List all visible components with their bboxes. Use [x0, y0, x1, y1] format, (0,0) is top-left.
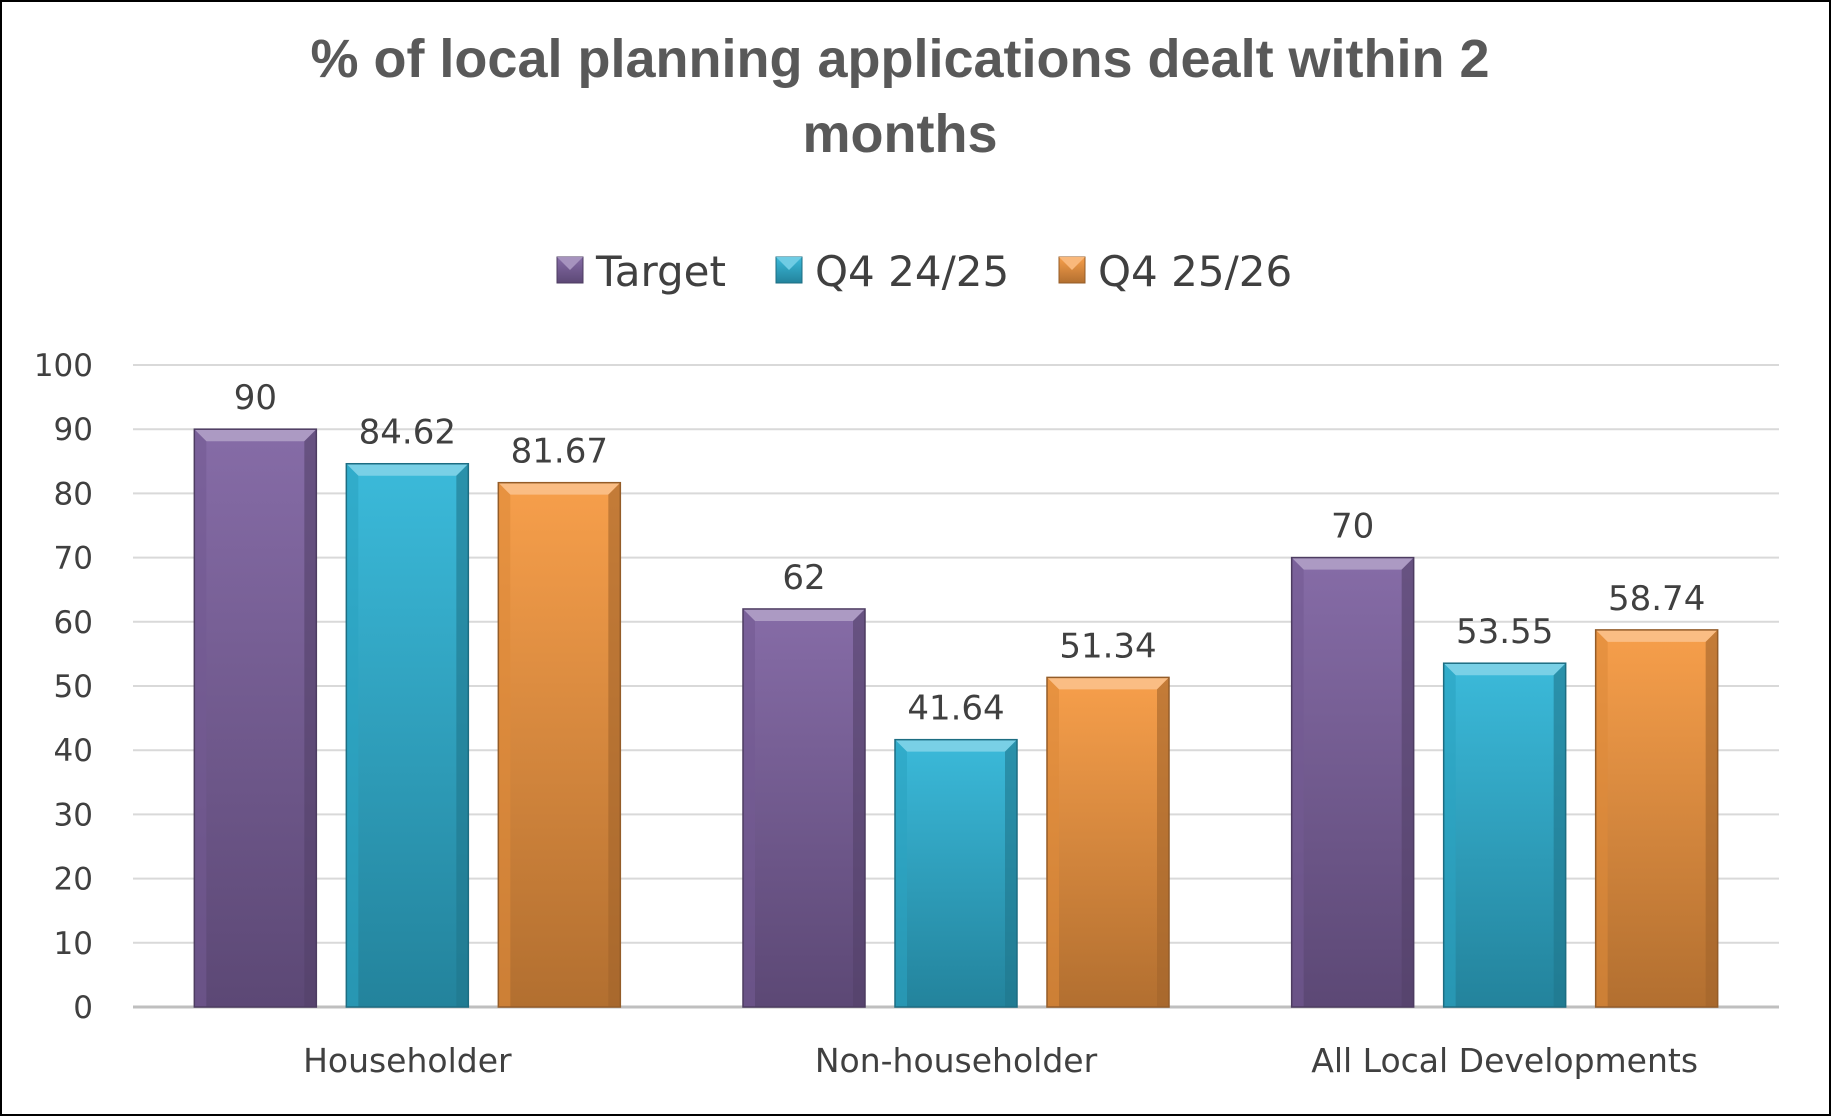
x-axis: Householder Non-householder All Local Deve…: [303, 1041, 1698, 1080]
legend-label: Target: [595, 247, 726, 296]
bar-target-non-householder: [742, 608, 866, 1008]
x-category-label: All Local Developments: [1311, 1041, 1698, 1080]
y-tick-label: 10: [54, 926, 93, 962]
data-labels: 90 84.62 81.67 62 41.64 51.34 70 53.55 58.74: [234, 378, 1706, 728]
chart-title: % of local planning applications dealt w…: [310, 29, 1489, 164]
data-label: 53.55: [1456, 612, 1553, 652]
data-label: 41.64: [907, 689, 1004, 729]
data-label: 51.34: [1059, 626, 1156, 666]
y-tick-label: 80: [54, 476, 93, 512]
x-category-label: Non-householder: [815, 1041, 1098, 1080]
bars: [193, 428, 1719, 1008]
bar-q4-24-25-householder: [345, 462, 470, 1008]
bar-q4-25-26-householder: [497, 481, 622, 1008]
legend-item-q4-24-25: Q4 24/25: [775, 247, 1009, 296]
y-tick-label: 40: [54, 733, 93, 769]
y-tick-label: 20: [54, 862, 93, 898]
y-tick-label: 0: [73, 990, 93, 1026]
chart-title-line-2: months: [803, 104, 998, 164]
legend-label: Q4 24/25: [815, 247, 1009, 296]
data-label: 70: [1331, 507, 1374, 547]
y-axis: 0 10 20 30 40 50 60 70 80 90 100: [34, 348, 93, 1026]
data-label: 90: [234, 378, 277, 418]
bar-q4-25-26-all-local-developments: [1594, 629, 1719, 1008]
data-label: 84.62: [359, 413, 456, 453]
y-tick-label: 90: [54, 412, 93, 448]
data-label: 62: [782, 558, 825, 598]
x-category-label: Householder: [303, 1041, 512, 1080]
data-label: 81.67: [511, 432, 608, 472]
bar-q4-25-26-non-householder: [1046, 676, 1170, 1008]
bar-q4-24-25-all-local-developments: [1442, 662, 1567, 1008]
legend-item-target: Target: [556, 247, 726, 296]
legend-label: Q4 25/26: [1098, 247, 1292, 296]
legend: Target Q4 24/25 Q4 25/26: [556, 247, 1292, 296]
y-tick-label: 70: [54, 541, 93, 577]
y-tick-label: 50: [54, 669, 93, 705]
y-tick-label: 30: [54, 797, 93, 833]
bar-q4-24-25-non-householder: [894, 738, 1018, 1008]
bar-target-householder: [193, 428, 318, 1008]
bar-target-all-local-developments: [1290, 556, 1415, 1008]
chart-title-line-1: % of local planning applications dealt w…: [310, 29, 1489, 89]
y-tick-label: 100: [34, 348, 93, 384]
y-tick-label: 60: [54, 605, 93, 641]
data-label: 58.74: [1608, 579, 1705, 619]
legend-item-q4-25-26: Q4 25/26: [1058, 247, 1292, 296]
